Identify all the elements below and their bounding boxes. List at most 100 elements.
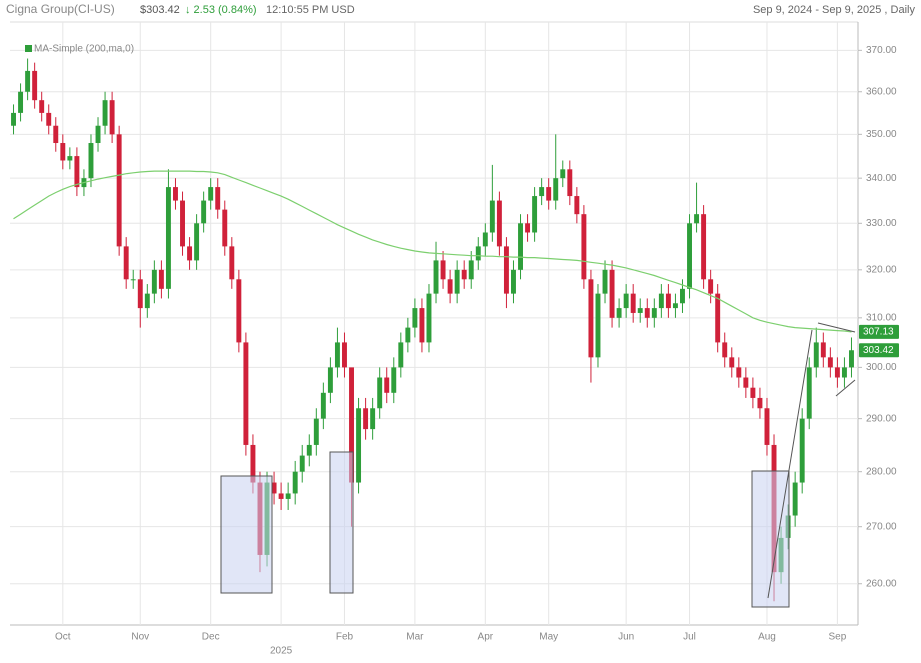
candle-body	[88, 143, 94, 179]
candle-body	[398, 342, 404, 368]
candle-body	[475, 246, 481, 261]
candle-body	[278, 493, 284, 499]
candle-body	[46, 112, 52, 126]
marks	[11, 58, 854, 602]
candle-body	[320, 392, 326, 419]
candle-body	[419, 308, 425, 343]
candle-body	[194, 223, 200, 261]
candle-body	[834, 367, 840, 378]
x-tick-label: 2025	[270, 646, 293, 657]
candle-body	[285, 493, 291, 499]
candle-body	[546, 187, 552, 201]
candle-body	[849, 350, 854, 368]
candle-body	[109, 100, 115, 135]
candle-body	[694, 214, 700, 224]
candle-body	[53, 125, 59, 144]
candle-body	[503, 246, 509, 294]
candle-body	[792, 482, 798, 516]
candle-body	[708, 279, 714, 294]
x-tick-label: Feb	[336, 632, 354, 643]
candle-body	[518, 223, 523, 270]
candle-body	[743, 377, 749, 388]
annotations	[220, 322, 856, 608]
candle-body	[560, 169, 566, 179]
candle-body	[271, 482, 277, 494]
candle-body	[736, 367, 742, 378]
candle-body	[144, 293, 150, 309]
candle-body	[201, 200, 207, 224]
candle-body	[60, 143, 66, 161]
candle-body	[327, 367, 333, 393]
candle-body	[74, 156, 80, 188]
candle-body	[651, 308, 657, 318]
candle-body	[511, 269, 516, 294]
trend-line	[817, 322, 856, 333]
ma-tag: 307.13	[863, 327, 894, 338]
candle-body	[222, 209, 228, 247]
candle-body	[11, 112, 16, 126]
y-tick-label: 320.00	[866, 264, 897, 275]
candle-body	[806, 367, 812, 419]
y-tick-label: 280.00	[866, 466, 897, 477]
change: ↓ 2.53 (0.84%)	[185, 4, 257, 16]
candle-body	[433, 260, 439, 294]
candle-body	[349, 367, 354, 483]
candle-body	[173, 187, 178, 201]
candle-body	[137, 279, 143, 309]
candle-body	[151, 269, 157, 294]
candle-body	[574, 196, 580, 215]
candle-body	[482, 232, 488, 247]
y-tick-label: 370.00	[866, 45, 897, 56]
trend-line	[835, 379, 856, 397]
candle-body	[116, 134, 122, 247]
candle-body	[672, 303, 678, 309]
candle-body	[250, 444, 256, 483]
candle-body	[581, 214, 587, 280]
highlight-box	[329, 451, 354, 594]
candle-body	[616, 308, 622, 318]
ma-tag-bg	[859, 324, 899, 339]
candle-body	[356, 408, 362, 483]
x-tick-label: Apr	[478, 632, 494, 643]
candle-body	[412, 308, 418, 328]
legend-swatch	[25, 45, 32, 52]
y-tick-label: 340.00	[866, 173, 897, 184]
candle-body	[637, 308, 643, 313]
candle-body	[187, 246, 193, 261]
candle-body	[447, 279, 453, 294]
candle-body	[630, 293, 636, 313]
x-tick-label: Jul	[683, 632, 696, 643]
candle-body	[722, 342, 728, 358]
candle-body	[757, 397, 763, 409]
candle-body	[715, 293, 721, 343]
candle-body	[165, 187, 171, 289]
candle-body	[588, 279, 594, 358]
candle-body	[440, 260, 446, 280]
candle-body	[687, 223, 692, 289]
candle-body	[292, 471, 298, 494]
candle-body	[820, 342, 826, 358]
y-tick-label: 330.00	[866, 218, 897, 229]
candle-body	[496, 200, 502, 247]
ma-line	[13, 170, 852, 333]
candle-body	[595, 293, 601, 358]
candle-body	[701, 214, 707, 280]
candle-body	[102, 100, 108, 126]
price-tag-bg	[859, 343, 899, 358]
x-tick-label: Jun	[618, 632, 634, 643]
candle-body	[377, 377, 383, 409]
candle-body	[95, 125, 101, 144]
candle-body	[67, 156, 73, 161]
candle-body	[342, 342, 347, 368]
candle-body	[468, 260, 474, 280]
candle-body	[525, 223, 531, 233]
y-tick-label: 270.00	[866, 521, 897, 532]
candle-body	[665, 293, 671, 309]
candle-body	[750, 387, 756, 398]
x-tick-label: Dec	[202, 632, 220, 643]
candle-body	[623, 293, 629, 309]
candle-body	[18, 91, 24, 113]
candle-body	[229, 246, 235, 280]
